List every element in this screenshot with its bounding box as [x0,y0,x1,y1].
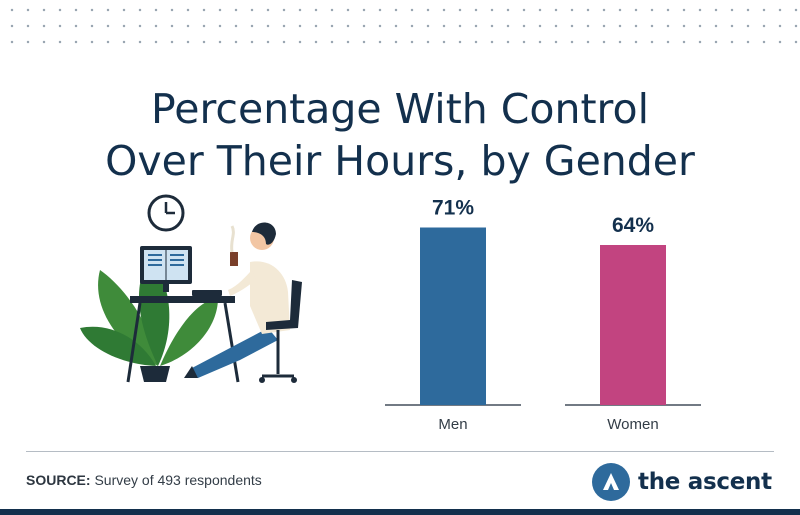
value-label-men: 71% [432,197,474,220]
bar-men [420,227,486,405]
clock-icon [147,194,185,232]
title-line-1: Percentage With Control [150,85,649,134]
bar-women [600,245,666,405]
bottom-bar [0,509,800,515]
source-text: Survey of 493 respondents [94,472,262,488]
category-label-men: Men [438,416,467,433]
bar-chart: 71% Men 64% Women [385,197,701,433]
dot-pattern [0,0,800,50]
plant-icon [80,258,218,382]
source-label: SOURCE: [26,472,91,488]
value-label-women: 64% [612,214,654,237]
title-line-2: Over Their Hours, by Gender [105,137,695,186]
logo-text: the ascent [638,469,772,495]
person-at-desk-illustration [80,194,302,383]
monitor-icon [140,246,192,292]
the-ascent-logo: the ascent [592,460,772,504]
desk-icon [126,290,240,383]
chair-icon [259,280,302,383]
category-label-women: Women [607,416,658,433]
footer-divider [26,451,774,452]
chart-title: Percentage With Control Over Their Hours… [0,83,800,187]
source-note: SOURCE: Survey of 493 respondents [26,472,262,488]
person-icon [184,222,290,378]
ascent-logo-icon [592,463,630,501]
